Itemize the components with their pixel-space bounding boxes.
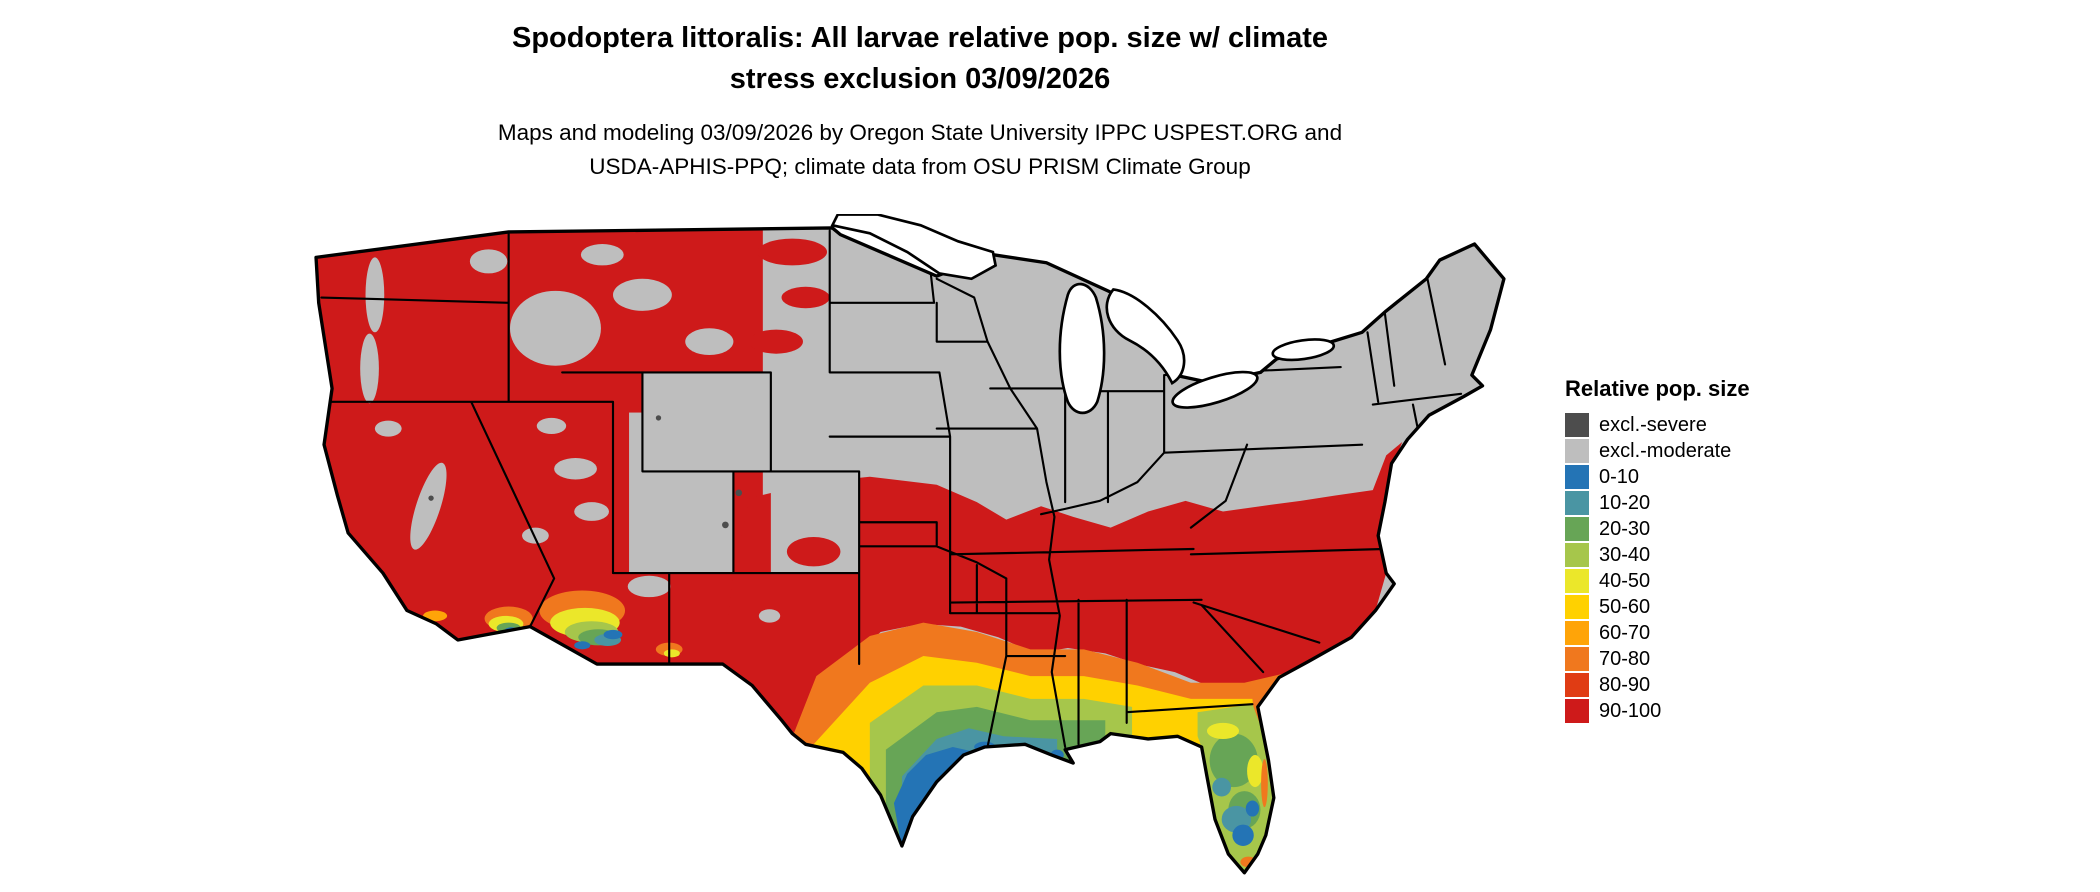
lake-superior <box>830 214 998 281</box>
legend-item: 80-90 <box>1565 672 1885 698</box>
us-map <box>308 214 1528 884</box>
legend-label: 60-70 <box>1599 622 1651 644</box>
legend-label: excl.-severe <box>1599 414 1707 436</box>
legend-swatch <box>1565 439 1589 463</box>
map-title-line-2: stress exclusion 03/09/2026 <box>729 63 1111 96</box>
legend-swatch <box>1565 673 1589 697</box>
us-map-svg <box>314 214 1506 875</box>
legend-item: 60-70 <box>1565 620 1885 646</box>
legend-swatch <box>1565 413 1589 437</box>
legend-swatch <box>1565 465 1589 489</box>
legend: Relative pop. size excl.-severe excl.-mod… <box>1565 376 1885 724</box>
lake-huron <box>1105 288 1186 386</box>
legend-swatch <box>1565 517 1589 541</box>
map-region-excl-severe <box>428 415 743 529</box>
legend-swatch <box>1565 621 1589 645</box>
map-title-line-1: Spodoptera littoralis: All larvae relati… <box>511 22 1328 54</box>
legend-item: 50-60 <box>1565 594 1885 620</box>
legend-swatch <box>1565 647 1589 671</box>
legend-swatch <box>1565 543 1589 567</box>
legend-item: 20-30 <box>1565 516 1885 542</box>
map-region-excl-moderate-patches <box>360 244 860 623</box>
legend-label: 70-80 <box>1599 648 1651 670</box>
legend-item: 70-80 <box>1565 646 1885 672</box>
legend-item: 30-40 <box>1565 542 1885 568</box>
map-region-florida <box>1197 704 1274 873</box>
map-subtitle-line-1: Maps and modeling 03/09/2026 by Oregon S… <box>497 120 1343 146</box>
map-subtitle: Maps and modeling 03/09/2026 by Oregon S… <box>0 116 1840 184</box>
legend-label: 90-100 <box>1599 700 1662 722</box>
legend-swatch <box>1565 699 1589 723</box>
legend-item: 10-20 <box>1565 490 1885 516</box>
legend-item: 90-100 <box>1565 698 1885 724</box>
legend-item: excl.-severe <box>1565 412 1885 438</box>
map-region-10-20 <box>901 728 1058 873</box>
lake-erie <box>1171 370 1259 409</box>
map-region-southwest-desert <box>423 590 683 658</box>
legend-item: 0-10 <box>1565 464 1885 490</box>
legend-label: 40-50 <box>1599 570 1651 592</box>
legend-title: Relative pop. size <box>1565 376 1750 401</box>
legend-label: 0-10 <box>1599 466 1640 488</box>
lake-ontario <box>1271 338 1336 362</box>
map-subtitle-line-2: USDA-APHIS-PPQ; climate data from OSU PR… <box>589 154 1251 180</box>
legend-swatch <box>1565 491 1589 515</box>
legend-swatch <box>1565 569 1589 593</box>
legend-label: 20-30 <box>1599 518 1651 540</box>
great-lakes <box>830 214 1336 415</box>
legend-swatch <box>1565 595 1589 619</box>
legend-item: 40-50 <box>1565 568 1885 594</box>
map-region-90-100-accents <box>749 238 1258 873</box>
header: Spodoptera littoralis: All larvae relati… <box>0 18 1840 184</box>
conus-outline <box>314 226 1506 875</box>
legend-item: excl.-moderate <box>1565 438 1885 464</box>
map-fill-layers <box>316 227 1504 873</box>
legend-label: 30-40 <box>1599 544 1651 566</box>
legend-label: excl.-moderate <box>1599 440 1732 462</box>
legend-items: excl.-severe excl.-moderate 0-10 10-20 20-30… <box>1565 412 1885 724</box>
lake-michigan <box>1058 282 1106 415</box>
legend-label: 10-20 <box>1599 492 1651 514</box>
legend-label: 80-90 <box>1599 674 1651 696</box>
legend-label: 50-60 <box>1599 596 1651 618</box>
